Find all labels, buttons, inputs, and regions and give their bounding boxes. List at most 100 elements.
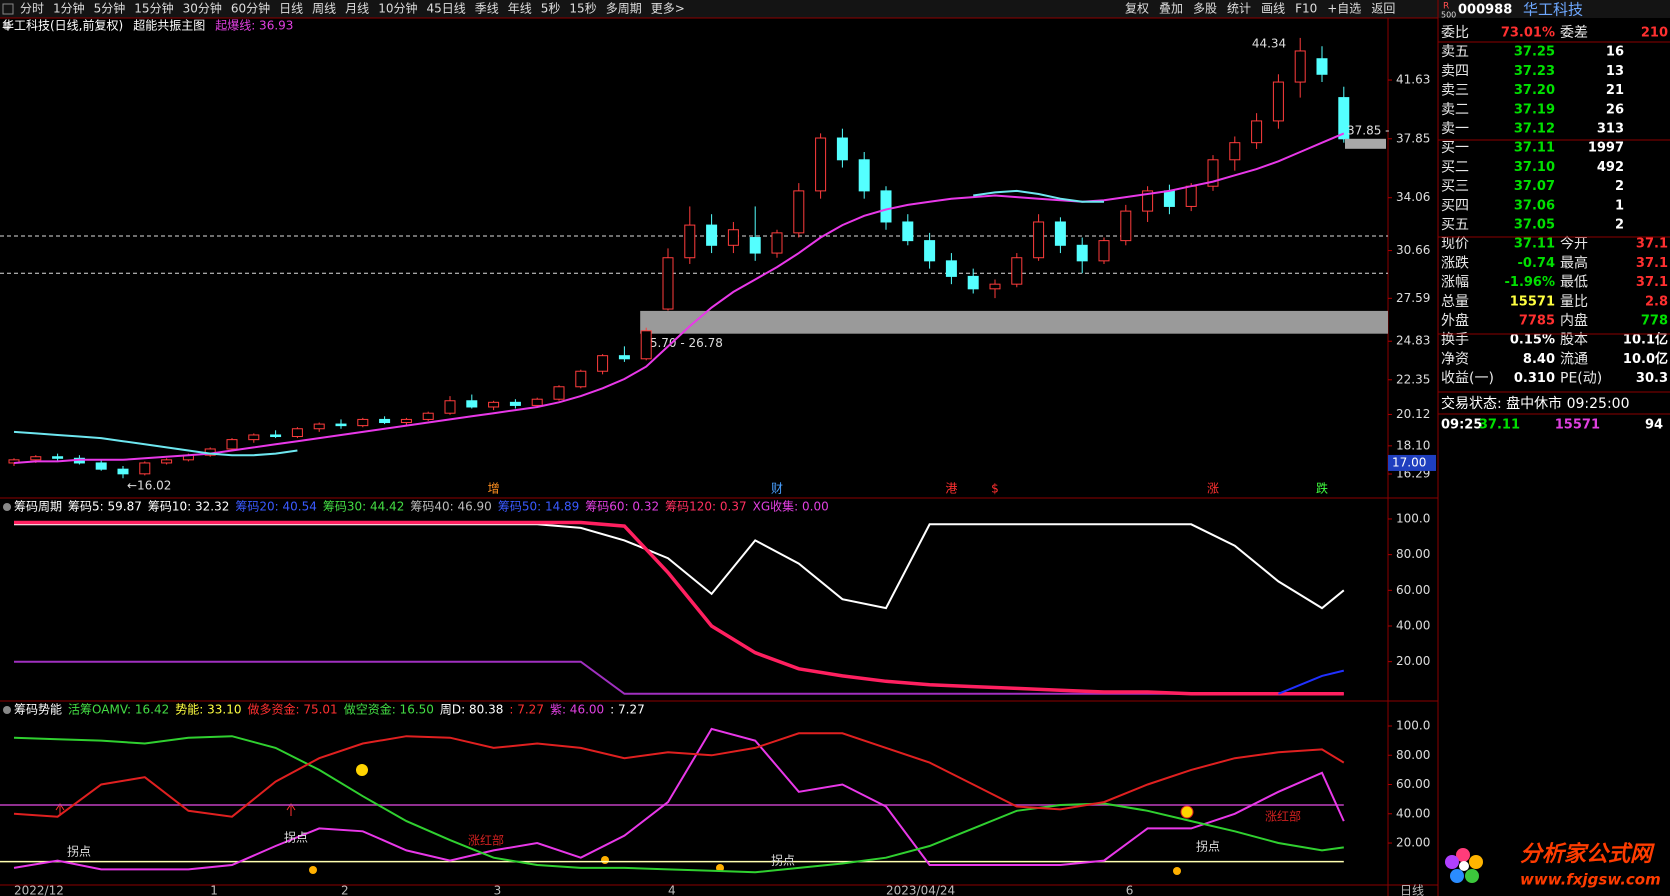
toolbar-button[interactable]: +自选 <box>1327 2 1361 16</box>
toolbar-button[interactable]: 30分钟 <box>183 1 222 16</box>
toolbar-button[interactable]: 10分钟 <box>378 1 417 16</box>
toolbar-button[interactable]: 45日线 <box>426 2 465 16</box>
candle-body <box>1316 58 1328 75</box>
legend-item: 筹码50: 14.89 <box>498 500 579 514</box>
candle-body <box>52 456 64 459</box>
quote-value: 37.07 <box>1514 179 1555 194</box>
toolbar-button[interactable]: 叠加 <box>1159 2 1183 16</box>
quote-value: 10.1亿 <box>1623 332 1668 348</box>
candle-body <box>1033 221 1045 259</box>
toolbar-button[interactable]: 1分钟 <box>53 1 85 16</box>
candle-body <box>422 412 434 420</box>
y-tick-label: 100.0 <box>1396 718 1430 732</box>
toolbar-button[interactable]: 60分钟 <box>231 1 270 16</box>
quote-value: 37.1 <box>1636 275 1668 290</box>
toolbar-button[interactable]: 周线 <box>312 2 336 16</box>
candle-body <box>924 240 936 262</box>
candle-body <box>1142 190 1154 212</box>
tick-cell: 15571 <box>1555 418 1600 433</box>
quote-label: 涨跌 <box>1441 255 1469 271</box>
quote-value: 37.11 <box>1514 237 1555 252</box>
badge: R <box>1443 2 1449 12</box>
candle-body <box>684 224 696 259</box>
toolbar-button[interactable]: F10 <box>1295 2 1317 16</box>
toolbar-button[interactable]: 画线 <box>1261 2 1285 16</box>
quote-value: -0.74 <box>1518 256 1555 271</box>
stock-name: 华工科技 <box>1523 1 1583 19</box>
candle-body <box>161 459 173 464</box>
quote-volume: 21 <box>1606 83 1624 98</box>
quote-label: 股本 <box>1560 332 1588 348</box>
y-tick-label: 22.35 <box>1396 372 1430 386</box>
quote-value: 30.3 <box>1636 371 1668 386</box>
quote-label: 买二 <box>1441 159 1469 175</box>
toolbar-button[interactable]: 年线 <box>508 2 532 16</box>
last-price-box <box>1345 138 1386 149</box>
toolbar-button[interactable]: 复权 <box>1125 2 1149 16</box>
quote-volume: 492 <box>1597 160 1624 175</box>
candle-body <box>1251 120 1263 144</box>
quote-label: 卖二 <box>1441 102 1469 118</box>
candle-body <box>1054 221 1066 246</box>
x-tick-label: 2022/12 <box>14 884 64 896</box>
signal-label: 财 <box>771 482 783 496</box>
candle-body <box>466 400 478 408</box>
candle-body <box>597 355 609 372</box>
y-tick-label: 27.59 <box>1396 291 1430 305</box>
indicator-value: 起爆线: 36.93 <box>215 19 293 33</box>
indicator-line <box>13 727 1345 871</box>
toolbar-button[interactable]: 更多> <box>651 2 685 16</box>
candle-body <box>902 221 914 242</box>
last-price-label: 37.85 - <box>1347 123 1390 137</box>
quote-value: 37.23 <box>1514 64 1555 79</box>
toolbar-button[interactable]: 月线 <box>345 2 369 16</box>
y-tick-label: 80.00 <box>1396 748 1430 762</box>
signal-label: $ <box>991 482 999 496</box>
pane-icon <box>3 503 11 511</box>
toolbar-button[interactable]: 15秒 <box>569 2 596 16</box>
toolbar <box>0 0 1670 18</box>
x-axis-label: 日线 <box>1400 884 1424 896</box>
quote-label: 涨幅 <box>1441 275 1469 291</box>
quote-value: 37.12 <box>1514 122 1555 137</box>
candle-body <box>1011 257 1023 285</box>
toolbar-button[interactable]: 多股 <box>1193 2 1217 16</box>
quote-value: 37.05 <box>1514 218 1555 233</box>
candle-body <box>706 224 718 246</box>
toolbar-button[interactable]: 分时 <box>20 2 44 16</box>
candle-body <box>727 229 739 246</box>
pane-icon <box>3 22 11 30</box>
pane-title: 华工科技(日线,前复权) <box>2 18 123 33</box>
toolbar-button[interactable]: 返回 <box>1371 2 1395 16</box>
toolbar-button[interactable]: 统计 <box>1227 2 1251 16</box>
quote-label: 外盘 <box>1441 312 1469 329</box>
indicator-line <box>13 735 1344 874</box>
toolbar-button[interactable]: 15分钟 <box>134 1 173 16</box>
y-tick-label: 40.00 <box>1396 618 1430 632</box>
crosshair-label: 17.00 <box>1392 455 1426 469</box>
legend-item: 周D: 80.38 <box>440 703 503 717</box>
quote-label: 收益(一) <box>1441 371 1494 387</box>
toolbar-button[interactable]: 5秒 <box>541 2 561 16</box>
candle-body <box>1338 97 1350 140</box>
toolbar-button[interactable]: 多周期 <box>606 2 642 16</box>
candle-body <box>967 275 979 290</box>
quote-label: 委差 <box>1560 25 1588 41</box>
pane-icon <box>3 706 11 714</box>
toolbar-button[interactable]: 季线 <box>475 2 499 16</box>
candle-body <box>270 434 282 438</box>
annotation: 涨红部 <box>468 833 504 848</box>
legend-item: 紫: 46.00 <box>550 703 604 717</box>
annotation: 拐点 <box>771 853 795 868</box>
quote-label: 买五 <box>1441 217 1469 233</box>
signal-label: 增 <box>488 482 500 496</box>
y-tick-label: 18.10 <box>1396 438 1430 452</box>
candle-body <box>379 418 391 424</box>
quote-value: 37.25 <box>1514 45 1555 60</box>
high-label: 44.34 <box>1252 36 1286 50</box>
quote-value: 10.0亿 <box>1623 351 1668 367</box>
quote-value: 8.40 <box>1523 352 1555 367</box>
toolbar-button[interactable]: 5分钟 <box>94 1 126 16</box>
toolbar-button[interactable]: 日线 <box>279 2 303 16</box>
